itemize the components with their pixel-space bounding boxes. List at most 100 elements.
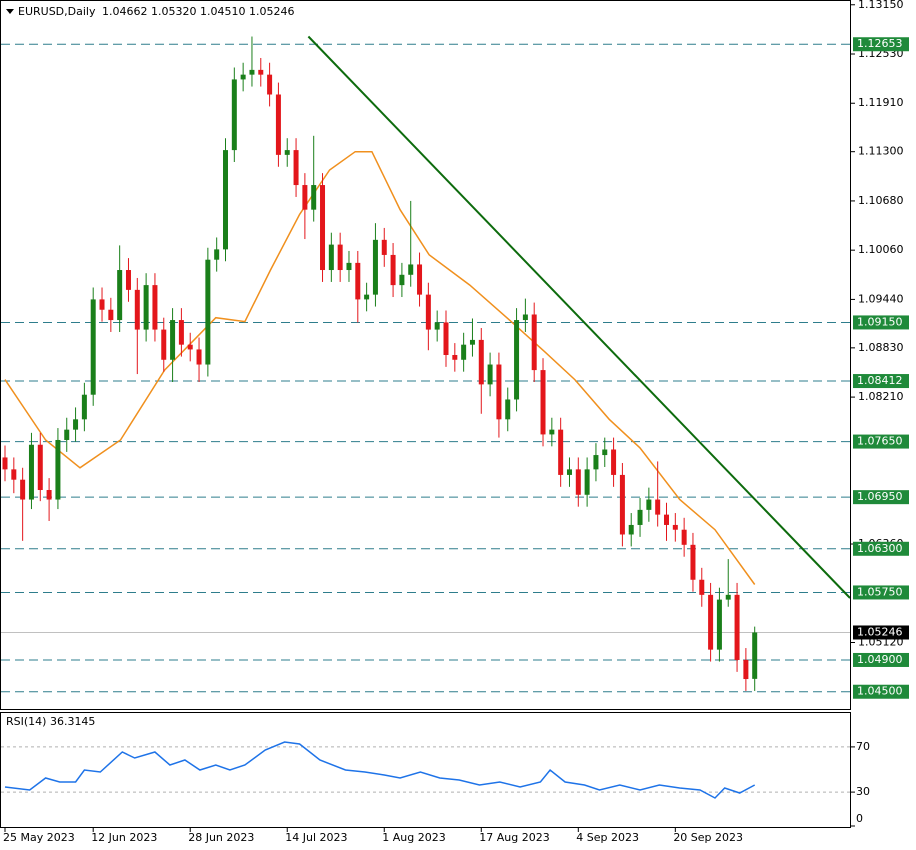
level-label: 1.06300	[857, 542, 903, 555]
x-tick-label: 20 Sep 2023	[673, 831, 743, 844]
candle-body	[399, 274, 405, 286]
candle-body	[90, 299, 96, 395]
header-text: 1.05246	[249, 5, 295, 18]
level-label: 1.04500	[857, 685, 903, 698]
candle-body	[99, 299, 105, 310]
candle-body	[240, 74, 246, 80]
candle-body	[646, 499, 652, 510]
candle-body	[346, 262, 352, 271]
candle-body	[355, 262, 361, 300]
level-label-box	[853, 684, 909, 699]
y-tick-label: 1.08830	[858, 341, 904, 354]
current-price-label: 1.05246	[857, 625, 903, 638]
level-label: 1.06950	[857, 490, 903, 503]
level-label: 1.05750	[857, 585, 903, 598]
candle-body	[664, 514, 669, 525]
level-label: 1.12653	[857, 37, 903, 50]
current-price-box	[853, 625, 909, 640]
x-tick-label: 14 Jul 2023	[285, 831, 347, 844]
candle-body	[320, 185, 326, 271]
level-label-box	[853, 37, 909, 52]
candle-body	[514, 320, 520, 400]
candle-body	[170, 320, 176, 360]
rsi-line	[4, 741, 756, 799]
candle-body	[725, 594, 731, 600]
candle-body	[417, 264, 423, 295]
header-text: EURUSD,Daily	[18, 5, 96, 18]
header-text: 1.04662	[102, 5, 148, 18]
y-tick-label: 1.11910	[858, 96, 904, 109]
candle-body	[628, 524, 634, 535]
header-text: 1.05320	[151, 5, 197, 18]
level-label-box	[853, 315, 909, 330]
candle-body	[2, 457, 8, 470]
level-label-box	[853, 490, 909, 505]
candle-body	[231, 79, 237, 151]
candle-body	[434, 322, 440, 330]
candle-body	[425, 294, 431, 330]
candle-body	[452, 355, 458, 360]
candle-body	[743, 659, 749, 680]
candle-body	[443, 322, 449, 355]
candle-body	[461, 344, 467, 360]
x-tick-label: 1 Aug 2023	[382, 831, 445, 844]
candle-body	[187, 344, 193, 350]
candle-body	[37, 444, 43, 491]
trendline	[307, 35, 850, 599]
candle-body	[284, 150, 290, 155]
candle-body	[390, 254, 396, 286]
candle-body	[593, 455, 599, 470]
candle-body	[496, 364, 502, 420]
level-label-box	[853, 585, 909, 600]
candle-body	[655, 499, 661, 515]
y-tick-label: 1.09440	[858, 292, 904, 305]
candle-body	[55, 439, 61, 500]
moving-average	[4, 150, 756, 585]
candle-body	[637, 509, 643, 525]
candle-body	[716, 599, 722, 650]
candle-body	[20, 479, 26, 500]
candle-body	[522, 314, 528, 321]
candle-body	[108, 309, 114, 321]
rsi-panel	[0, 712, 851, 828]
candle-body	[584, 469, 590, 495]
y-tick-label: 1.10680	[858, 194, 904, 207]
candle-body	[275, 94, 281, 155]
candle-body	[566, 469, 572, 475]
candle-body	[381, 239, 387, 255]
y-tick-label: 1.13150	[858, 0, 904, 11]
candle-body	[478, 339, 484, 385]
candle-body	[708, 594, 714, 650]
candle-body	[540, 370, 546, 435]
candle-body	[469, 339, 475, 345]
candle-body	[11, 469, 17, 480]
candle-body	[752, 632, 758, 679]
x-tick-label: 12 Jun 2023	[91, 831, 157, 844]
candle-body	[125, 270, 131, 290]
candle-body	[734, 594, 740, 660]
candle-body	[28, 444, 34, 500]
candle-body	[619, 474, 625, 535]
candle-body	[372, 239, 378, 295]
candle-body	[117, 270, 123, 321]
y-tick-label: 30	[856, 785, 870, 798]
x-tick-label: 17 Aug 2023	[479, 831, 549, 844]
y-tick-label: 0	[856, 812, 863, 825]
y-tick-label: 1.08210	[858, 390, 904, 403]
candle-body	[611, 449, 617, 475]
candle-body	[602, 449, 608, 456]
header-arrow	[6, 9, 14, 14]
x-tick-label: 28 Jun 2023	[188, 831, 254, 844]
level-label-box	[853, 374, 909, 389]
candle-body	[531, 314, 537, 371]
candle-body	[690, 544, 696, 580]
candle-body	[328, 244, 334, 271]
candle-body	[575, 469, 581, 495]
candle-body	[152, 285, 158, 330]
candle-body	[267, 74, 273, 95]
candle-body	[64, 429, 70, 440]
candle-body	[311, 185, 317, 210]
level-label: 1.09150	[857, 315, 903, 328]
candle-body	[549, 429, 555, 435]
